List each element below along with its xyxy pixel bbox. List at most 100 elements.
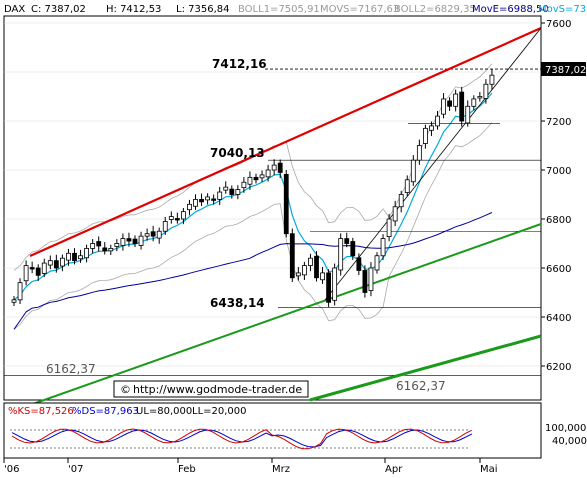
candle-body (229, 188, 235, 195)
candle-body (477, 96, 483, 99)
x-tick-label: Apr (385, 464, 403, 475)
candle-body (471, 98, 477, 107)
osc-tick-40: 40,000 (552, 436, 587, 447)
candle-body (314, 255, 319, 279)
candle-body (465, 105, 471, 124)
candle-body (41, 262, 47, 274)
candle-body (17, 282, 23, 301)
candle-body (489, 74, 495, 85)
candle-body (410, 159, 416, 183)
level-mid-label: 7040,13 (210, 146, 265, 160)
header-close: C: 7387,02 (31, 4, 86, 15)
x-tick-label: Feb (178, 464, 196, 475)
osc-ks-label: %KS=87,526 (8, 406, 74, 417)
url-text[interactable]: http://www.godmode-trader.de (133, 383, 302, 396)
candle-body (72, 252, 77, 262)
x-tick-label: '06 (4, 464, 19, 475)
candle-body (150, 231, 156, 237)
candle-body (338, 238, 344, 271)
support-left-label: 6162,37 (46, 362, 96, 376)
candle-body (23, 265, 29, 282)
candle-body (187, 203, 192, 211)
candle-body (447, 100, 453, 107)
candle-body (114, 243, 120, 247)
level-low-label: 6438,14 (210, 296, 265, 310)
candle-body (66, 252, 71, 261)
header-movs: MOVS=7167,63 (320, 4, 399, 15)
candle-body (320, 272, 325, 281)
candle-body (138, 235, 144, 246)
candle-body (199, 198, 204, 203)
y-tick-label: 6800 (546, 215, 571, 226)
y-tick-label: 6200 (546, 362, 571, 373)
candle-body (301, 265, 307, 276)
header-boll1: BOLL1=7505,91 (238, 4, 320, 15)
candle-body (120, 238, 126, 246)
url-box[interactable]: © http://www.godmode-trader.de (113, 380, 309, 398)
y-tick-label: 7200 (546, 117, 571, 128)
candle-body (168, 216, 174, 220)
candle-body (108, 247, 114, 252)
candle-body (132, 238, 138, 244)
candle-body (429, 125, 434, 131)
price-tag: 7387,02 (541, 62, 586, 76)
candle-body (253, 176, 259, 181)
candle-body (241, 181, 247, 189)
stochastic-panel: %KS=87,526 %DS=87,963 UL=80,000 LL=20,00… (3, 402, 587, 459)
candle-body (11, 299, 17, 303)
candle-body (374, 255, 380, 271)
y-tick-label: 6600 (546, 264, 571, 275)
candle-body (392, 206, 398, 222)
header-high: H: 7412,53 (106, 4, 161, 15)
osc-tick-100: 100,000 (545, 423, 586, 434)
osc-ll-label: LL=20,000 (192, 406, 247, 417)
candle-body (259, 174, 265, 179)
candle-body (205, 196, 211, 201)
ema-line (13, 92, 493, 301)
candle-body (223, 186, 229, 191)
header-symbol: DAX (4, 4, 25, 15)
candle-body (404, 179, 410, 193)
header-low: L: 7356,84 (176, 4, 229, 15)
candle-body (78, 255, 83, 260)
candle-body (96, 241, 102, 247)
candle-body (386, 218, 392, 238)
candle-body (308, 257, 313, 266)
bollinger-lower (13, 122, 493, 330)
candle-body (84, 247, 89, 259)
candle-body (441, 98, 446, 115)
support-trendline-lower (309, 334, 542, 402)
candle-body (217, 191, 223, 200)
candle-body (90, 243, 96, 249)
candle-body (265, 169, 271, 178)
candle-body (295, 272, 301, 277)
candle-body (35, 267, 41, 276)
candle-body (60, 257, 65, 267)
price-tag-value: 7387,02 (545, 65, 586, 76)
candle-body (283, 174, 289, 235)
candle-body (211, 198, 217, 201)
candle-body (53, 260, 59, 269)
y-tick-label: 7000 (546, 166, 571, 177)
x-tick-label: Mrz (272, 464, 290, 475)
x-tick-label: Mai (480, 464, 498, 475)
level-high-label: 7412,16 (212, 57, 267, 71)
sma-line (13, 212, 493, 330)
resistance-trendline (29, 26, 542, 258)
trend-channel-line (324, 27, 542, 301)
support-right-label: 6162,37 (396, 379, 446, 393)
candle-body (332, 267, 338, 301)
header-boll2: BOLL2=6829,35 (394, 4, 476, 15)
candle-body (459, 91, 465, 122)
candle-body (271, 164, 277, 171)
candle-body (326, 272, 332, 303)
candle-body (453, 93, 459, 107)
candle-body (435, 115, 440, 127)
candle-body (416, 145, 422, 161)
candle-body (180, 211, 186, 220)
candle-body (350, 241, 356, 257)
candle-body (483, 83, 489, 99)
price-panel: 62006400660068007000720074007600 (3, 15, 571, 406)
x-axis: '06 '07 Feb Mrz Apr Mai (3, 458, 498, 475)
